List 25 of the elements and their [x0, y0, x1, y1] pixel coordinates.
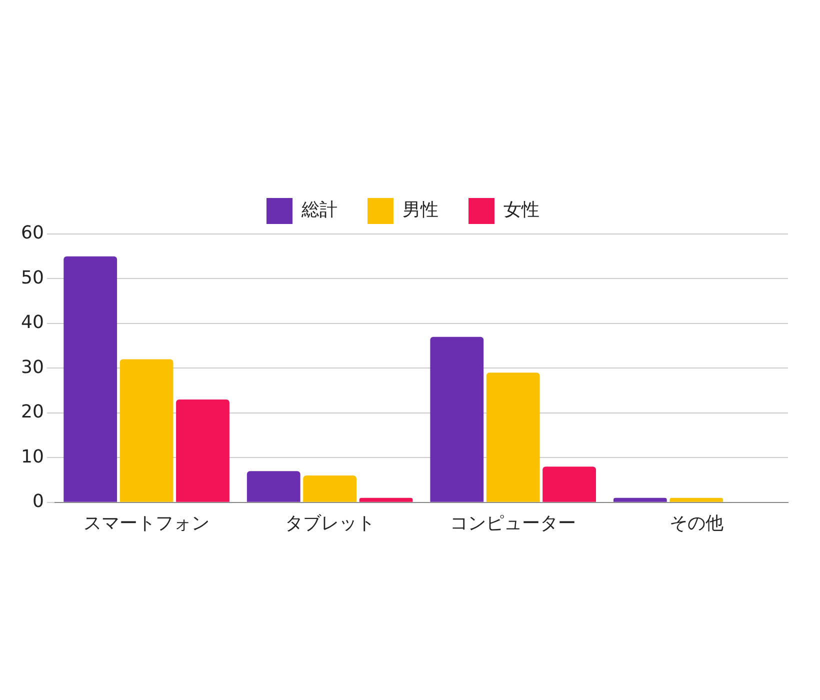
legend-label: 女性	[504, 200, 540, 221]
bar	[430, 336, 484, 502]
y-tick-label: 20	[21, 402, 44, 423]
y-tick-label: 50	[21, 267, 44, 288]
y-tick-label: 40	[21, 312, 44, 334]
bar	[176, 400, 230, 502]
y-tick-label: 0	[32, 491, 44, 512]
legend-label: 総計	[300, 200, 338, 221]
x-tick-label: スマートフォン	[84, 512, 210, 534]
x-tick-label: その他	[669, 512, 724, 534]
y-tick-label: 10	[21, 446, 44, 468]
bar	[246, 471, 300, 502]
y-tick-label: 60	[21, 222, 44, 244]
y-tick-label: 30	[21, 356, 44, 378]
x-tick-label: タブレット	[284, 512, 375, 534]
x-tick-label: コンピューター	[450, 512, 576, 534]
bar	[670, 498, 724, 502]
bar	[542, 466, 596, 502]
bar	[486, 372, 540, 502]
legend-label: 男性	[402, 200, 438, 221]
bar	[359, 498, 413, 502]
bar	[303, 476, 357, 502]
bar	[64, 256, 118, 502]
bar	[613, 498, 667, 502]
bar	[120, 359, 174, 502]
